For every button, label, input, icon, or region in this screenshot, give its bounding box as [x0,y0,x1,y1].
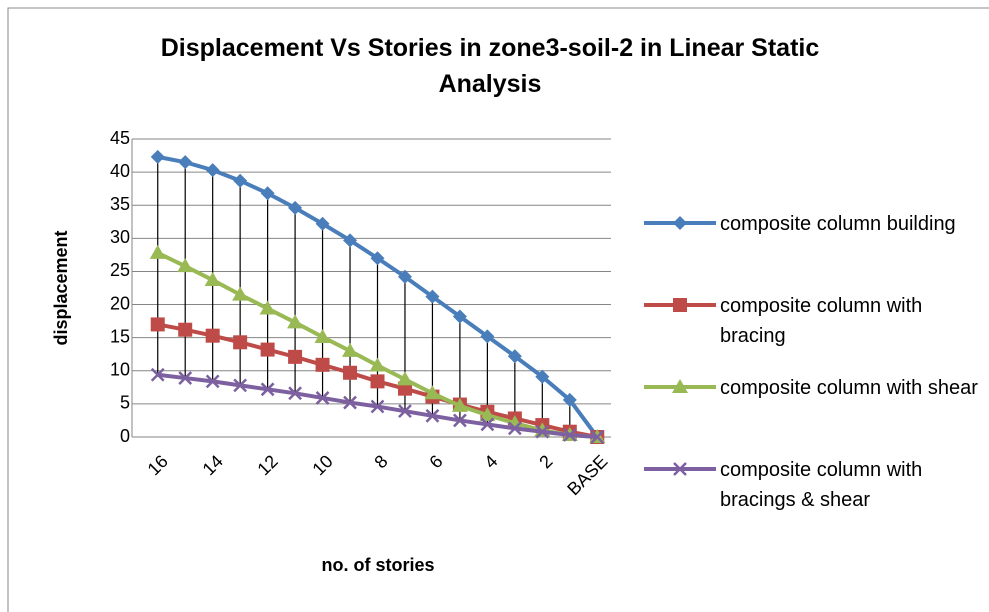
marker [150,367,165,382]
marker [260,382,275,397]
marker [178,155,193,170]
legend-swatch [644,216,716,230]
marker [260,342,275,357]
marker [673,216,687,230]
chart-border [7,7,989,612]
y-tick-label: 0 [120,426,130,446]
marker [260,186,275,201]
marker [288,349,303,364]
legend-entry: composite column with bracing [640,287,980,369]
y-tick-label: 45 [110,128,130,148]
marker [315,391,330,405]
marker [205,328,220,343]
legend-swatch [644,462,716,476]
legend-label: composite column with bracing [720,295,923,347]
y-tick-label: 25 [110,260,130,280]
marker [288,200,303,215]
y-tick-label: 20 [110,293,130,313]
legend-label: composite column building [720,213,956,235]
x-axis-label: no. of stories [321,555,434,575]
legend-entry: composite column with shear [640,369,980,451]
marker [396,371,413,386]
x-tick-label: 2 [535,451,556,472]
legend-entry: composite column with bracings & shear [640,451,980,533]
y-tick-label: 35 [110,194,130,214]
x-tick-label: 14 [199,451,227,479]
marker [480,329,495,344]
marker [343,233,358,248]
marker [233,173,248,188]
x-tick-label: 4 [480,451,501,472]
x-tick-label: BASE [563,451,611,499]
marker [178,322,193,337]
marker [507,421,522,436]
x-tick-label: 6 [425,451,446,472]
marker [343,395,357,410]
marker [204,272,221,287]
marker [673,462,687,476]
chart-title: Displacement Vs Stories in zone3-soil-2 … [160,34,820,98]
marker [425,289,440,304]
marker [233,378,248,393]
marker [672,379,688,393]
marker [287,314,304,329]
marker [233,335,248,350]
legend-swatch [644,298,716,312]
marker [590,430,605,444]
marker [315,216,330,231]
marker [149,244,166,259]
legend-label: composite column with shear [720,377,978,399]
marker [479,407,496,422]
marker [370,399,385,414]
marker [259,300,276,315]
marker [342,342,359,357]
marker [369,357,386,372]
y-tick-label: 15 [110,326,130,346]
marker [205,163,220,178]
y-tick-label: 10 [110,360,130,380]
legend: composite column building composite colum… [640,205,980,533]
marker [452,309,467,324]
legend-label: composite column with bracings & shear [720,459,923,511]
x-tick-label: 12 [253,451,281,479]
marker [370,374,385,389]
marker [673,298,687,312]
y-tick-label: 5 [120,393,130,413]
marker [177,258,194,273]
marker [343,365,358,380]
marker [507,349,522,364]
marker [535,424,550,439]
marker [562,392,577,407]
legend-swatch [644,379,716,393]
marker [480,417,495,432]
x-tick-label: 16 [144,451,172,479]
marker [150,149,165,164]
marker [232,286,249,301]
marker [451,397,468,412]
marker [150,317,165,332]
marker [453,413,467,428]
marker [397,269,412,284]
marker [315,357,330,372]
marker [425,408,440,423]
marker [314,329,331,344]
x-tick-label: 8 [370,451,391,472]
legend-entry: composite column building [640,205,980,287]
marker [535,369,550,384]
x-tick-label: 10 [308,451,336,479]
marker [398,404,412,419]
marker [178,371,193,385]
marker [424,385,441,400]
y-tick-label: 40 [110,161,130,181]
marker [205,374,220,389]
y-axis-label: displacement [51,230,71,345]
marker [562,428,577,442]
marker [370,251,385,266]
marker [288,386,302,401]
y-tick-label: 30 [110,227,130,247]
